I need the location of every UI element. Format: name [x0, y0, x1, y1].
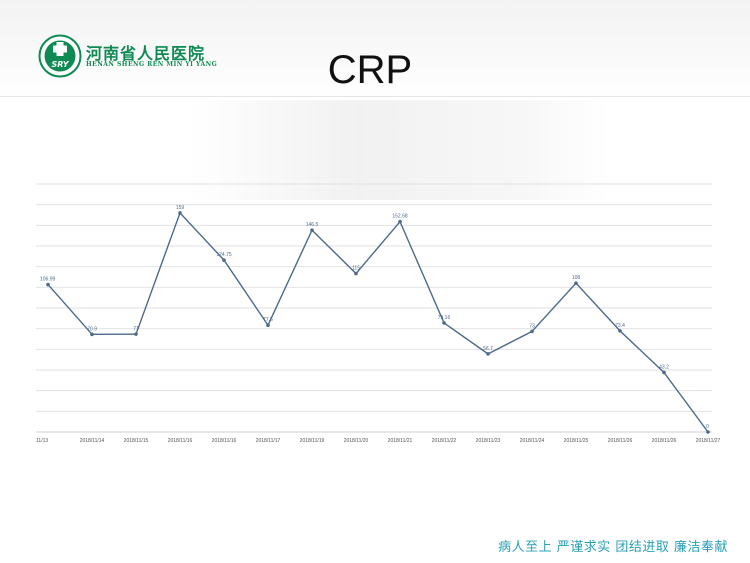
data-point — [442, 321, 446, 325]
data-label: 124.75 — [216, 252, 232, 258]
data-label: 152.68 — [392, 214, 408, 220]
data-point — [662, 370, 666, 375]
data-point — [574, 281, 578, 286]
data-label: 43.2 — [659, 364, 669, 370]
logo-mark-text: SRY — [52, 60, 70, 69]
data-point — [222, 258, 226, 262]
data-label: 108 — [572, 275, 581, 281]
series-line — [47, 211, 709, 433]
data-point — [706, 430, 710, 434]
page-title: CRP — [327, 48, 413, 92]
header-band — [0, 0, 750, 98]
x-tick-label: 2018/11/15 — [124, 438, 149, 444]
x-tick-label: 2018/11/14 — [80, 438, 105, 444]
data-point — [178, 211, 182, 215]
chart-grid — [36, 183, 712, 433]
chart-x-ticks: 11/13 2018/11/14 2018/11/15 2018/11/16 2018/… — [36, 438, 721, 444]
x-tick-label: 2018/11/16 — [212, 438, 237, 444]
x-tick-label: 2018/11/21 — [388, 438, 413, 444]
data-label: 115 — [352, 266, 360, 272]
header-divider — [0, 96, 750, 97]
data-point — [90, 332, 94, 337]
data-point — [134, 332, 138, 336]
x-tick-label: 11/13 — [36, 438, 48, 444]
data-point — [530, 329, 534, 334]
data-point — [266, 323, 270, 328]
hospital-name-cn: 河南省人民医院 — [86, 44, 206, 63]
data-label: 73 — [529, 323, 535, 329]
chart-series: 106.99 70.9 71 159 124.75 77.5 146.5 115 152.68 7… — [40, 205, 710, 434]
data-point — [46, 282, 50, 287]
data-point — [398, 219, 402, 224]
hospital-name-en: HENAN SHENG REN MIN YI YANG — [86, 61, 218, 68]
data-label: 77.5 — [263, 317, 273, 323]
x-tick-label: 2018/11/25 — [564, 438, 589, 444]
x-tick-label: 2018/11/23 — [476, 438, 501, 444]
data-point — [310, 228, 314, 232]
background-building-image — [190, 100, 610, 200]
hospital-slogan: 病人至上 严谨求实 团结进取 廉洁奉献 — [498, 540, 728, 555]
data-label: 0 — [706, 424, 709, 430]
data-label: 106.99 — [40, 277, 56, 283]
x-tick-label: 2018/11/19 — [300, 438, 325, 444]
data-label: 159 — [176, 205, 185, 211]
data-label: 79.16 — [438, 315, 451, 321]
x-tick-label: 2018/11/22 — [432, 438, 457, 444]
data-label: 71 — [133, 326, 139, 332]
x-tick-label: 2018/11/24 — [520, 438, 545, 444]
data-label: 73.4 — [615, 323, 625, 329]
x-tick-label: 2018/11/26 — [608, 438, 633, 444]
data-label: 70.9 — [87, 326, 97, 332]
x-tick-label: 2018/11/17 — [256, 438, 281, 444]
x-tick-label: 2018/11/20 — [344, 438, 369, 444]
data-label: 146.5 — [306, 222, 319, 228]
x-tick-label: 2018/11/26 — [652, 438, 677, 444]
x-tick-label: 2018/11/27 — [696, 438, 721, 444]
data-point — [354, 271, 358, 276]
data-point — [618, 329, 622, 333]
hospital-logo-icon: SRY — [38, 34, 82, 78]
data-label: 56.7 — [483, 346, 493, 352]
data-point — [486, 352, 490, 356]
x-tick-label: 2018/11/16 — [168, 438, 193, 444]
